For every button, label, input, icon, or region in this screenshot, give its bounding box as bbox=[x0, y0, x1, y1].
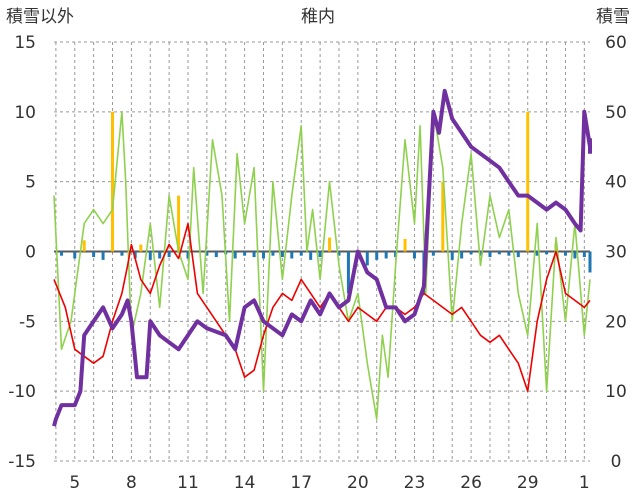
precip-bar bbox=[588, 251, 592, 273]
precip-bar bbox=[479, 251, 483, 256]
right-axis-title: 積雪 bbox=[596, 7, 630, 27]
x-tick-label: 20 bbox=[347, 473, 369, 493]
x-tick-label: 5 bbox=[69, 473, 80, 493]
precip-bar bbox=[441, 181, 445, 252]
left-tick-label: -15 bbox=[8, 452, 36, 472]
chart-title: 稚内 bbox=[301, 7, 335, 27]
precip-bar bbox=[243, 251, 247, 256]
precip-bar bbox=[375, 251, 379, 260]
precip-bar bbox=[526, 111, 530, 252]
precip-bar bbox=[450, 251, 454, 260]
x-tick-label: 17 bbox=[290, 473, 312, 493]
precip-bar bbox=[73, 251, 77, 259]
left-tick-label: -10 bbox=[8, 382, 36, 402]
right-tick-label: 10 bbox=[605, 382, 627, 402]
precip-bar bbox=[403, 238, 407, 252]
precip-bars bbox=[60, 111, 592, 294]
temperature-line bbox=[53, 222, 591, 393]
left-tick-label: 15 bbox=[14, 33, 36, 53]
precip-bar bbox=[328, 237, 332, 252]
x-tick-label: 11 bbox=[177, 473, 199, 493]
precip-bar bbox=[384, 251, 388, 259]
precip-bar bbox=[60, 251, 64, 256]
precip-bar bbox=[177, 195, 181, 252]
precip-bar bbox=[261, 251, 265, 259]
precip-bar bbox=[139, 244, 143, 252]
precip-bar bbox=[346, 251, 350, 294]
precip-bar bbox=[82, 240, 86, 252]
precip-bar bbox=[497, 251, 501, 255]
precip-bar bbox=[573, 251, 577, 259]
precip-bar bbox=[582, 251, 586, 258]
right-axis-ticks: 60 50 40 30 20 10 0 bbox=[605, 33, 627, 472]
x-axis-ticks: 5 8 11 14 17 20 23 26 29 1 bbox=[69, 473, 589, 493]
series-lines bbox=[52, 88, 592, 427]
x-tick-label: 29 bbox=[517, 473, 539, 493]
precip-bar bbox=[365, 251, 369, 266]
x-tick-label: 26 bbox=[460, 473, 482, 493]
x-tick-label: 1 bbox=[579, 473, 590, 493]
wind-line bbox=[53, 111, 591, 420]
right-tick-label: 40 bbox=[605, 173, 627, 193]
right-tick-label: 0 bbox=[611, 452, 622, 472]
precip-bar bbox=[431, 251, 435, 256]
left-tick-label: -5 bbox=[19, 312, 36, 332]
precip-bar bbox=[120, 251, 124, 256]
precip-bar bbox=[167, 251, 171, 258]
precip-bar bbox=[394, 251, 398, 258]
precip-bar bbox=[158, 251, 162, 259]
precip-bar bbox=[280, 251, 284, 258]
precip-bar bbox=[214, 251, 218, 258]
precip-bar bbox=[412, 251, 416, 259]
precip-bar bbox=[205, 251, 209, 256]
precip-bar bbox=[507, 251, 511, 256]
precip-bar bbox=[309, 251, 313, 260]
precip-bar bbox=[290, 251, 294, 259]
left-axis-title: 積雪以外 bbox=[6, 7, 74, 27]
right-tick-label: 50 bbox=[605, 103, 627, 123]
right-tick-label: 60 bbox=[605, 33, 627, 53]
right-tick-label: 20 bbox=[605, 312, 627, 332]
precip-bar bbox=[252, 251, 256, 258]
snow-depth-line bbox=[52, 88, 592, 427]
precip-bar bbox=[469, 251, 473, 255]
precip-bar bbox=[233, 251, 237, 259]
left-axis-ticks: 15 10 5 0 -5 -10 -15 bbox=[8, 33, 36, 472]
x-tick-label: 14 bbox=[234, 473, 256, 493]
x-tick-label: 8 bbox=[126, 473, 137, 493]
precip-bar bbox=[563, 251, 567, 256]
right-tick-label: 30 bbox=[605, 243, 627, 263]
precip-bar bbox=[101, 251, 105, 260]
precip-bar bbox=[271, 251, 275, 256]
precip-bar bbox=[133, 251, 137, 259]
left-tick-label: 10 bbox=[14, 103, 36, 123]
precip-bar bbox=[299, 251, 303, 256]
x-tick-label: 23 bbox=[404, 473, 426, 493]
precip-bar bbox=[337, 251, 341, 256]
precip-bar bbox=[92, 251, 96, 258]
precip-bar bbox=[111, 111, 115, 252]
left-tick-label: 0 bbox=[25, 243, 36, 263]
precip-bar bbox=[535, 251, 539, 256]
precip-bar bbox=[516, 251, 520, 258]
precip-bar bbox=[318, 251, 322, 258]
precip-bar bbox=[545, 251, 549, 255]
precip-bar bbox=[460, 251, 464, 259]
left-tick-label: 5 bbox=[25, 173, 36, 193]
precip-bar bbox=[186, 251, 190, 259]
precip-bar bbox=[148, 251, 152, 260]
precip-bar bbox=[488, 251, 492, 258]
